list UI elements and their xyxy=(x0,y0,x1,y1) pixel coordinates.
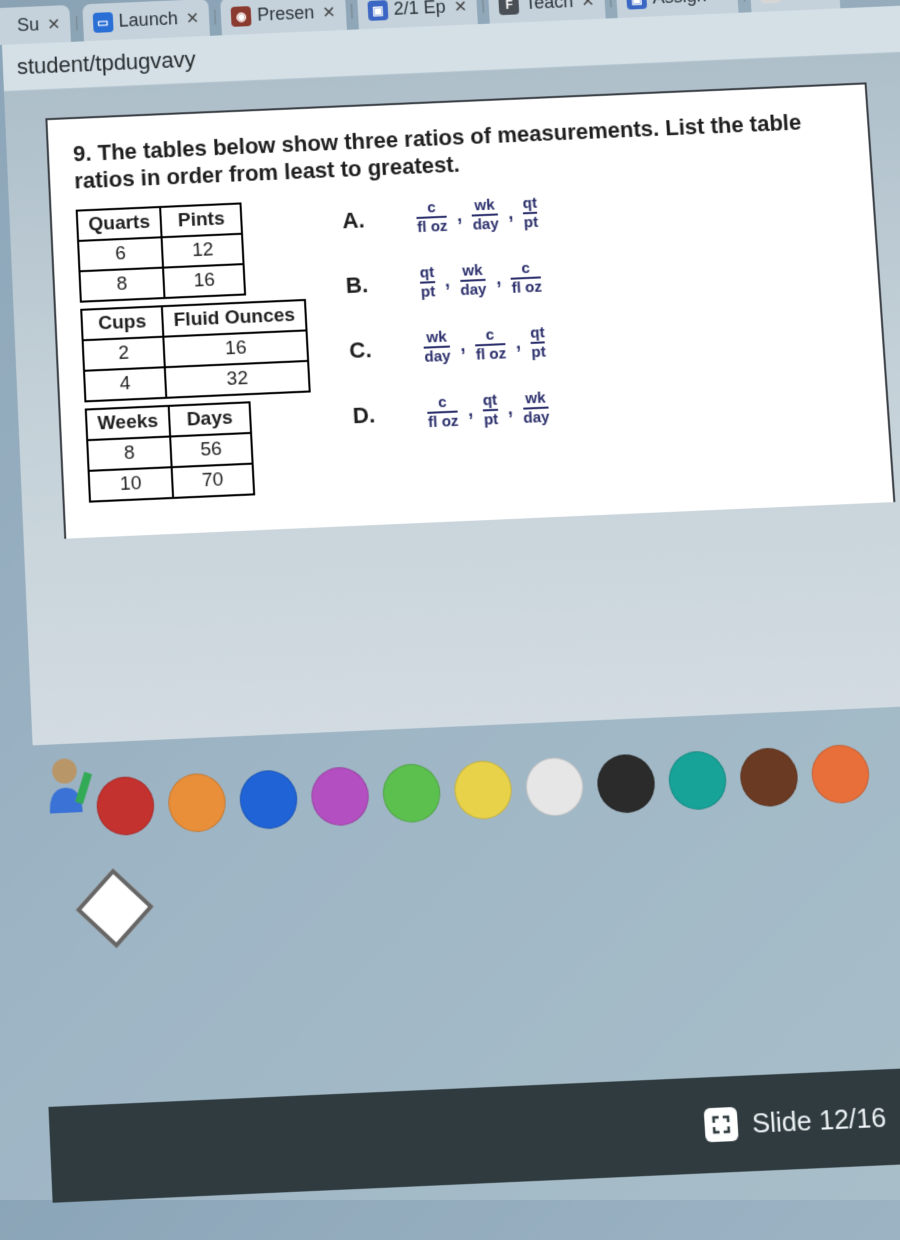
answer-label: A. xyxy=(342,207,370,234)
slide-indicator[interactable]: Slide 12/16 xyxy=(703,1100,887,1142)
tab-label: 2/1 Ep xyxy=(393,0,446,20)
fraction: cfl oz xyxy=(416,199,448,235)
tab-favicon-icon: ▭ xyxy=(92,12,113,33)
answers-column: A. cfl oz,wkday,qtpt B. qtpt,wkday,cfl oz C.… xyxy=(341,189,554,496)
table-cell: 12 xyxy=(162,233,244,267)
ratio-table: WeeksDays8561070 xyxy=(85,401,255,502)
tab-label: Assign xyxy=(652,0,707,9)
tab-favicon-icon: ▣ xyxy=(367,0,388,20)
answer-label: D. xyxy=(352,401,380,429)
table-header: Days xyxy=(169,402,251,436)
fraction: qtpt xyxy=(522,195,538,230)
table-cell: 16 xyxy=(163,264,245,298)
question-card: 9. The tables below show three ratios of… xyxy=(45,82,895,538)
table-row: 816 xyxy=(79,264,245,302)
color-swatch[interactable] xyxy=(810,744,871,805)
browser-tab[interactable]: ◉Presen ✕ xyxy=(220,0,346,35)
color-swatch[interactable] xyxy=(310,766,370,827)
color-swatch[interactable] xyxy=(667,750,728,811)
slide-canvas: 9. The tables below show three ratios of… xyxy=(4,53,900,746)
table-row: 1070 xyxy=(89,463,254,501)
tables-column: QuartsPints612816CupsFluid Ounces216432W… xyxy=(76,199,317,508)
eraser-tool-icon[interactable] xyxy=(76,868,154,948)
ratio-sequence: qtpt,wkday,cfl oz xyxy=(419,260,542,300)
ratio-sequence: cfl oz,qtpt,wkday xyxy=(427,390,550,430)
tab-favicon-icon: ▣ xyxy=(626,0,647,9)
close-icon[interactable]: ✕ xyxy=(185,8,199,29)
fraction: cfl oz xyxy=(510,260,542,296)
tab-favicon-icon: ◉ xyxy=(231,6,252,27)
ratio-table: QuartsPints612816 xyxy=(76,202,247,302)
color-swatch[interactable] xyxy=(524,756,585,817)
tab-label: Launch xyxy=(118,8,178,32)
table-header: Quarts xyxy=(77,207,162,241)
tab-label: Teach xyxy=(525,0,574,14)
ratio-sequence: wkday,cfl oz,qtpt xyxy=(423,325,546,365)
browser-tab[interactable]: ▭Launch ✕ xyxy=(82,0,210,41)
close-icon[interactable]: ✕ xyxy=(714,0,729,5)
fraction: qtpt xyxy=(482,392,498,427)
table-header: Pints xyxy=(160,203,242,237)
table-header: Weeks xyxy=(86,406,170,440)
answer-choice[interactable]: B. qtpt,wkday,cfl oz xyxy=(345,260,542,303)
table-header: Cups xyxy=(81,306,163,340)
answer-label: B. xyxy=(345,271,373,298)
answer-label: C. xyxy=(349,336,377,364)
answer-choice[interactable]: D. cfl oz,qtpt,wkday xyxy=(352,390,550,433)
table-cell: 4 xyxy=(84,367,166,401)
table-cell: 56 xyxy=(170,433,252,467)
table-cell: 2 xyxy=(83,336,165,370)
fraction: wkday xyxy=(423,329,451,365)
close-icon[interactable]: ✕ xyxy=(581,0,596,11)
fraction: wkday xyxy=(471,197,499,232)
ratio-sequence: cfl oz,wkday,qtpt xyxy=(416,195,539,235)
url-text: student/tpdugvavy xyxy=(16,46,196,79)
fraction: qtpt xyxy=(530,325,546,360)
answer-choice[interactable]: A. cfl oz,wkday,qtpt xyxy=(342,195,539,238)
tab-label: Su xyxy=(17,14,40,36)
left-toolbar xyxy=(33,749,144,940)
tab-favicon-icon: □ xyxy=(759,0,780,3)
fraction: cfl oz xyxy=(427,394,459,430)
color-swatch[interactable] xyxy=(453,760,514,821)
table-cell: 70 xyxy=(171,463,254,497)
expand-icon xyxy=(703,1107,738,1143)
color-swatch[interactable] xyxy=(238,769,298,830)
tab-label: Sh xyxy=(785,0,808,3)
color-swatch[interactable] xyxy=(381,763,441,824)
color-swatch[interactable] xyxy=(167,772,227,833)
ratio-table: CupsFluid Ounces216432 xyxy=(80,299,311,403)
table-cell: 8 xyxy=(79,267,164,301)
fraction: qtpt xyxy=(419,265,435,300)
table-cell: 8 xyxy=(87,436,171,470)
close-icon[interactable]: ✕ xyxy=(815,0,830,1)
tab-favicon-icon: F xyxy=(499,0,520,15)
color-swatch[interactable] xyxy=(739,747,800,808)
fraction: wkday xyxy=(459,262,487,298)
slide-indicator-text: Slide 12/16 xyxy=(751,1101,887,1140)
close-icon[interactable]: ✕ xyxy=(47,14,61,35)
tab-label: Presen xyxy=(257,2,315,25)
table-cell: 10 xyxy=(89,467,173,501)
close-icon[interactable]: ✕ xyxy=(322,2,336,23)
color-swatch[interactable] xyxy=(596,753,657,814)
fraction: cfl oz xyxy=(474,326,506,362)
bottom-toolbar: Slide 12/16 xyxy=(48,1065,900,1203)
student-avatar-icon[interactable] xyxy=(39,751,107,821)
close-icon[interactable]: ✕ xyxy=(453,0,468,17)
tab-favicon-icon xyxy=(0,16,12,37)
table-cell: 32 xyxy=(165,361,310,398)
answer-choice[interactable]: C. wkday,cfl oz,qtpt xyxy=(348,325,546,368)
fraction: wkday xyxy=(522,390,550,426)
table-cell: 6 xyxy=(78,237,163,271)
browser-tab[interactable]: Su ✕ xyxy=(0,5,71,46)
